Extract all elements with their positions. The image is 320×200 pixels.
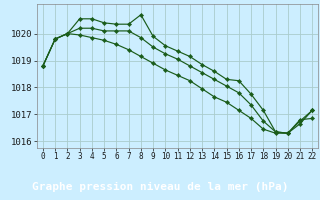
Text: Graphe pression niveau de la mer (hPa): Graphe pression niveau de la mer (hPa) [32, 182, 288, 192]
